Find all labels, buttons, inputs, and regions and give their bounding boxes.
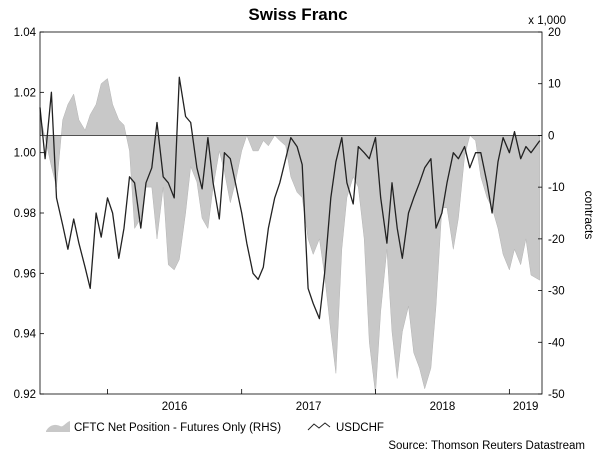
- left-tick-label: 1.04: [14, 27, 37, 39]
- left-tick-label: 1.02: [14, 87, 36, 99]
- right-tick-label: -10: [548, 182, 565, 194]
- x-tick-label: 2017: [296, 401, 322, 413]
- plot-frame: [39, 31, 543, 395]
- legend-line-label: USDCHF: [336, 422, 384, 434]
- right-tick-label: -20: [548, 234, 565, 246]
- right-tick-label: -50: [548, 389, 565, 401]
- left-tick-label: 0.98: [14, 208, 36, 220]
- legend: CFTC Net Position - Futures Only (RHS) U…: [46, 421, 384, 434]
- cftc-area-layer: [39, 78, 541, 395]
- usdchf-line-layer: [39, 76, 541, 320]
- right-axis: 20 10 0 -10 -20 -30 -40 -50: [538, 27, 565, 401]
- left-tick-label: 0.94: [14, 329, 37, 341]
- right-axis-label: contracts: [582, 191, 596, 240]
- left-tick-label: 0.92: [14, 389, 36, 401]
- right-tick-label: 20: [548, 27, 561, 39]
- usdchf-line: [39, 76, 541, 320]
- x-tick-label: 2016: [162, 401, 188, 413]
- legend-area-label: CFTC Net Position - Futures Only (RHS): [74, 422, 281, 434]
- right-tick-label: -40: [548, 337, 565, 349]
- x-tick-label: 2019: [513, 401, 539, 413]
- left-axis: 1.04 1.02 1.00 0.98 0.96 0.94 0.92: [14, 27, 44, 401]
- source-note: Source: Thomson Reuters Datastream: [388, 440, 585, 452]
- left-tick-label: 0.96: [14, 268, 36, 280]
- right-tick-label: 0: [548, 130, 554, 142]
- right-tick-label: 10: [548, 79, 561, 91]
- left-tick-label: 1.00: [14, 148, 36, 160]
- cftc-net-position-area: [39, 78, 541, 395]
- x-tick-label: 2018: [430, 401, 456, 413]
- legend-area-swatch: [46, 421, 70, 432]
- x-axis: 2016 2017 2018 2019: [107, 389, 538, 413]
- right-tick-label: -30: [548, 286, 565, 298]
- legend-line-swatch: [307, 422, 331, 431]
- right-axis-unit: x 1,000: [528, 15, 566, 27]
- chart-title: Swiss Franc: [248, 5, 347, 24]
